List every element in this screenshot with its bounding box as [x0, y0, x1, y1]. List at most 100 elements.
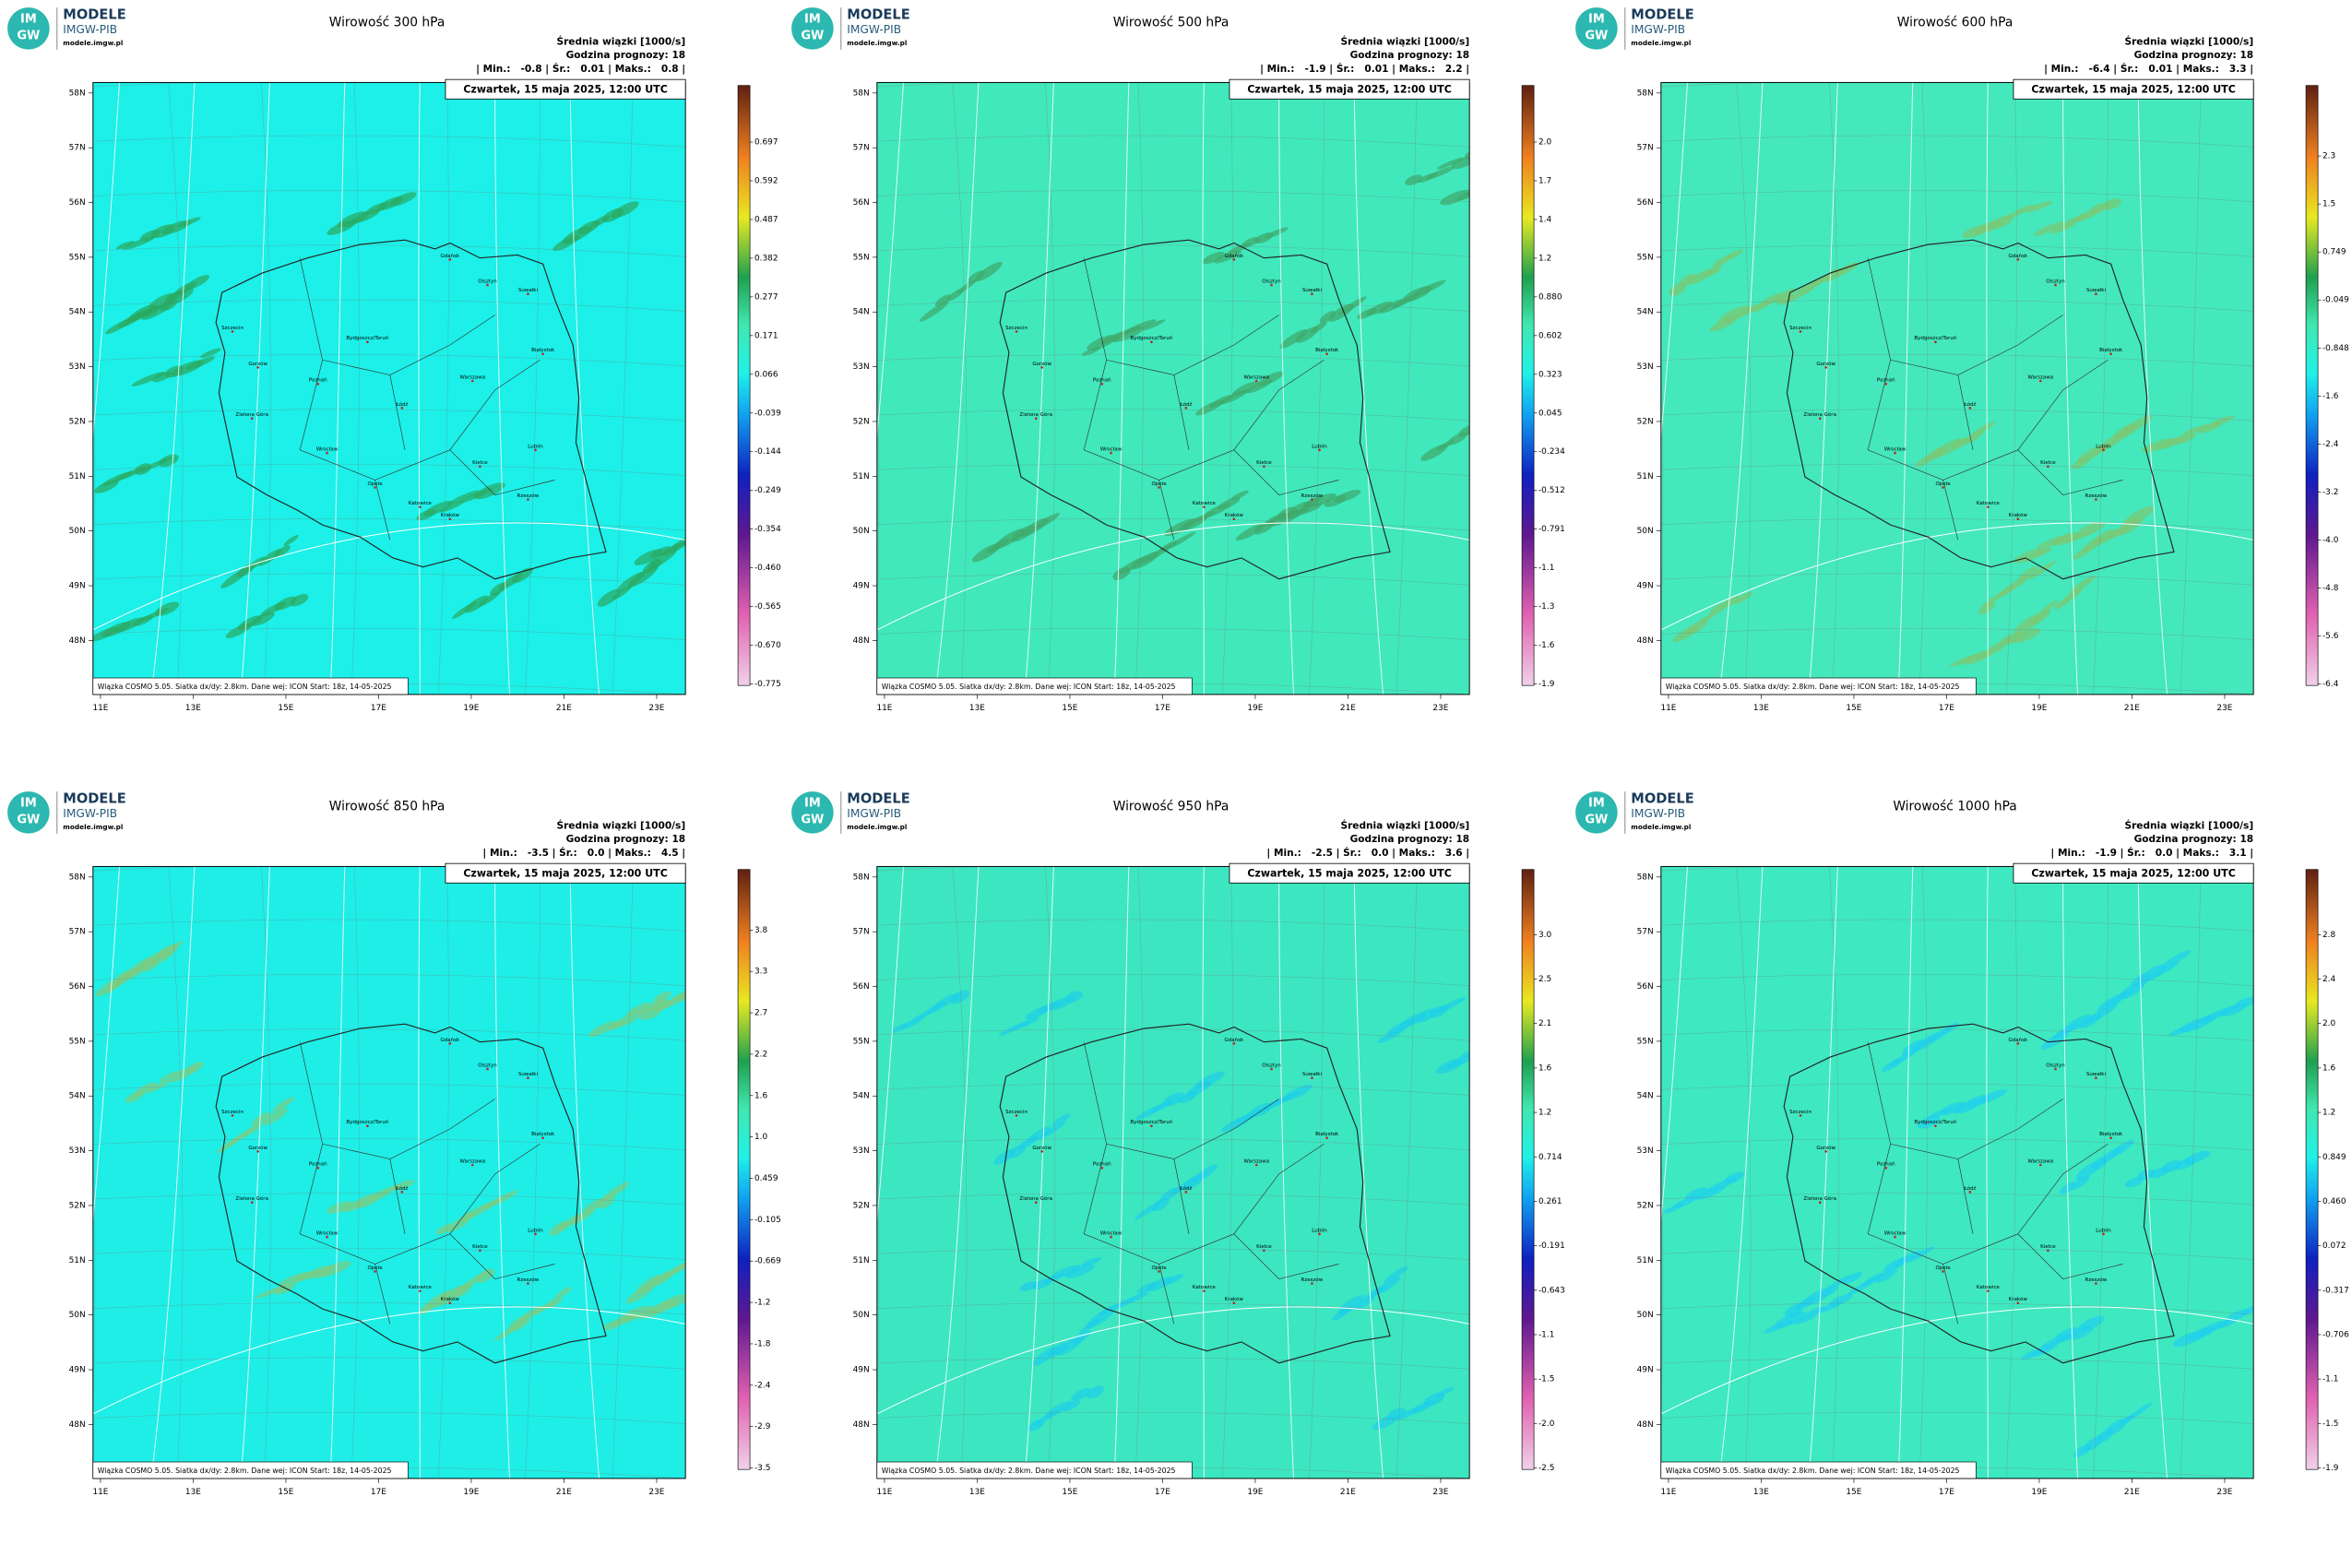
stats: | Min.: -2.5 | Śr.: 0.0 | Maks.: 3.6 |	[1266, 847, 1469, 859]
colorbar-label: 1.4	[1538, 215, 1552, 224]
streak	[2097, 993, 2126, 1012]
date-box	[1229, 78, 1470, 100]
city-dot	[256, 1150, 260, 1153]
contour	[329, 866, 346, 1479]
subtitle: Średnia wiązki [1000/s]	[556, 36, 685, 48]
contour	[494, 82, 510, 695]
lat-label: 49N	[1637, 582, 1654, 591]
streak	[597, 1194, 615, 1209]
streak-group	[1134, 1164, 1218, 1220]
streak	[1334, 489, 1361, 503]
streak	[1051, 1113, 1071, 1127]
lat-label: 53N	[853, 362, 870, 372]
streak	[1435, 996, 1467, 1014]
lon-label: 23E	[2216, 704, 2232, 713]
streak	[1319, 311, 1336, 324]
lat-label: 52N	[853, 417, 870, 426]
streak	[1162, 1274, 1184, 1286]
city-label: Warszawa	[2027, 1158, 2053, 1164]
streak	[1080, 1257, 1102, 1267]
lon-label: 19E	[2031, 1488, 2047, 1497]
city-label: Rzeszów	[2085, 493, 2108, 499]
city-label: Warszawa	[459, 374, 485, 380]
city-dot	[2016, 1042, 2020, 1045]
streak	[1436, 157, 1465, 170]
meridian	[1829, 82, 1839, 695]
streak	[1774, 1311, 1808, 1328]
streak	[625, 1002, 651, 1016]
date: Czwartek, 15 maja 2025, 12:00 UTC	[463, 84, 668, 96]
contour	[92, 82, 121, 442]
parallel	[876, 1083, 1470, 1096]
streak	[1471, 1039, 1501, 1058]
streak	[1466, 182, 1470, 196]
meridian	[1918, 82, 1928, 695]
contour	[1986, 866, 1989, 1479]
streak	[2086, 1004, 2118, 1023]
parallel	[1660, 135, 2254, 148]
colorbar-label: 0.487	[754, 215, 778, 224]
city-label: Kraków	[2009, 1296, 2028, 1302]
lat-label: 56N	[853, 982, 870, 992]
streak-group	[1436, 1039, 1501, 1075]
streak-group	[131, 348, 221, 386]
streak-group	[1663, 1171, 1745, 1214]
city-label: Wrocław	[316, 447, 339, 453]
city-dot	[1254, 379, 1258, 383]
colorbar-label: 0.045	[1538, 409, 1562, 418]
streak-group	[2168, 996, 2254, 1037]
city-dot	[1934, 340, 1937, 344]
streak	[489, 1190, 518, 1206]
city-label: Gorzów	[1816, 361, 1835, 367]
city-label: Kielce	[2040, 1244, 2056, 1250]
city-dot	[366, 1124, 369, 1128]
poland-border	[999, 1023, 1391, 1364]
logo-url: modele.imgw.pl	[63, 823, 123, 831]
streak	[653, 991, 671, 1003]
parallel	[876, 627, 1470, 640]
meridian	[525, 82, 540, 695]
streak	[1684, 1187, 1709, 1201]
parallel	[92, 919, 686, 932]
city-label: Wrocław	[1884, 1231, 1907, 1237]
streak	[1821, 1285, 1838, 1297]
parallel	[92, 135, 686, 148]
lon-label: 11E	[1660, 704, 1676, 713]
streak-group	[972, 513, 1060, 563]
subtitle: Średnia wiązki [1000/s]	[1340, 36, 1469, 48]
streak	[263, 1108, 288, 1125]
contour	[2062, 82, 2078, 695]
streak	[950, 990, 970, 1004]
streak-group	[255, 1261, 351, 1299]
streak	[327, 1201, 352, 1215]
streak	[1165, 531, 1196, 550]
date: Czwartek, 15 maja 2025, 12:00 UTC	[1247, 868, 1452, 880]
lat-label: 49N	[853, 582, 870, 591]
city-dot	[1100, 382, 1104, 386]
streak	[251, 1111, 271, 1126]
streak-group	[1220, 1084, 1313, 1133]
parallel	[92, 1083, 686, 1096]
logo-badge	[1575, 791, 1618, 834]
meridian	[1309, 82, 1324, 695]
city-label: Szczecin	[1005, 326, 1028, 331]
streak	[1495, 174, 1519, 187]
city-label: Poznań	[1877, 1161, 1895, 1168]
streak	[115, 241, 135, 250]
meridian	[261, 82, 271, 695]
city-label: Suwałki	[1302, 288, 1323, 293]
colorbar-label: -1.8	[754, 1339, 771, 1348]
lat-label: 51N	[69, 472, 86, 481]
streak-group	[2059, 1139, 2134, 1194]
city-label: Opole	[1935, 481, 1951, 487]
colorbar-label: -1.9	[2322, 1464, 2339, 1473]
city-label: Lublin	[528, 444, 543, 449]
colorbar-label: 2.0	[1538, 138, 1552, 148]
city-label: Rzeszów	[2085, 1277, 2108, 1283]
contour	[1808, 82, 1838, 695]
streak	[1065, 991, 1083, 1004]
meridian	[1045, 866, 1055, 1479]
lon-label: 17E	[1939, 1488, 1954, 1497]
lat-label: 56N	[69, 198, 86, 208]
